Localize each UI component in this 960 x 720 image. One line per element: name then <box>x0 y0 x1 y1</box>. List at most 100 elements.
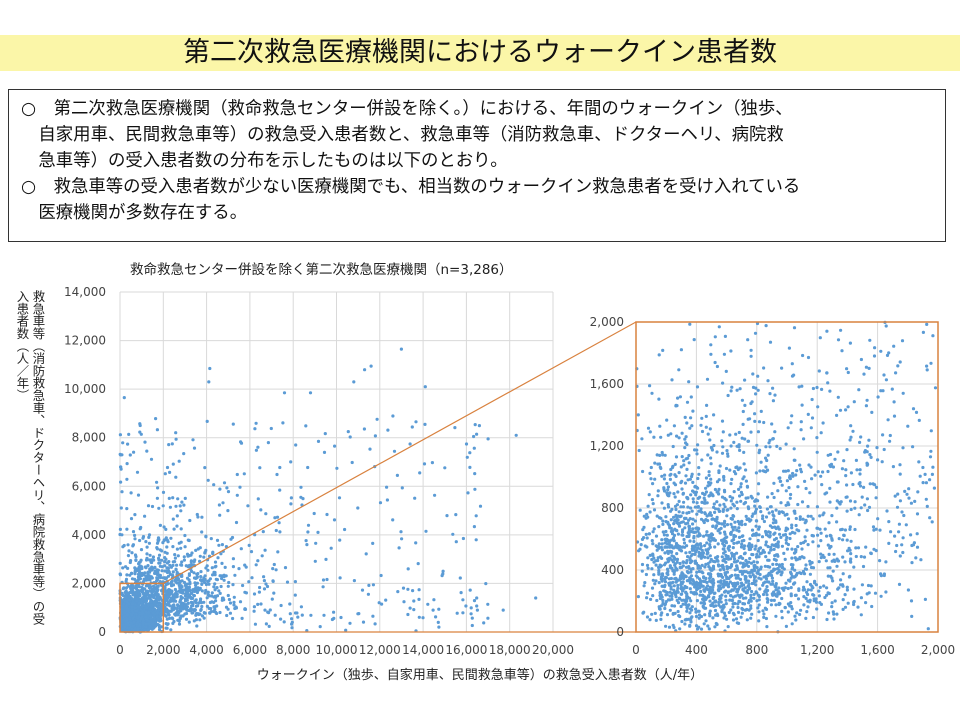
inset-data-point <box>792 551 797 555</box>
inset-data-point <box>846 405 850 409</box>
inset-data-point <box>662 533 667 537</box>
data-point <box>150 565 154 569</box>
data-point <box>118 573 123 577</box>
inset-data-point <box>728 580 732 584</box>
data-point <box>166 600 170 604</box>
inset-data-point <box>683 526 687 530</box>
inset-data-point <box>700 416 704 420</box>
inset-data-point <box>835 413 839 417</box>
inset-data-point <box>769 598 774 603</box>
inset-data-point <box>892 344 896 348</box>
inset-data-point <box>849 552 853 556</box>
inset-data-point <box>758 587 762 591</box>
inset-data-point <box>646 566 650 570</box>
inset-data-point <box>882 373 886 377</box>
inset-data-point <box>914 410 919 414</box>
inset-data-point <box>772 547 776 552</box>
inset-data-point <box>871 525 876 529</box>
data-point <box>155 496 159 500</box>
inset-data-point <box>819 431 823 435</box>
data-point <box>218 513 222 517</box>
inset-data-point <box>764 543 768 547</box>
inset-data-point <box>771 521 776 525</box>
inset-data-point <box>648 471 652 475</box>
inset-data-point <box>729 506 733 510</box>
data-point <box>244 591 248 595</box>
data-point <box>217 503 221 507</box>
data-point <box>470 616 474 620</box>
inset-data-point <box>674 513 678 517</box>
inset-data-point <box>725 570 730 574</box>
inset-data-point <box>808 572 813 576</box>
inset-data-point <box>656 494 660 498</box>
inset-data-point <box>705 403 709 407</box>
data-point <box>277 521 281 525</box>
data-point <box>250 576 254 580</box>
data-point <box>252 592 257 596</box>
inset-data-point <box>658 453 662 457</box>
inset-data-point <box>810 477 814 481</box>
data-point <box>173 612 177 616</box>
inset-data-point <box>761 514 765 518</box>
inset-data-point <box>772 514 776 518</box>
inset-data-point <box>830 537 834 541</box>
data-point <box>258 585 262 590</box>
inset-data-point <box>694 610 698 614</box>
inset-data-point <box>744 514 748 519</box>
inset-data-point <box>892 414 897 418</box>
inset-data-point <box>806 504 810 509</box>
data-point <box>126 591 130 595</box>
data-point <box>221 597 225 601</box>
data-point <box>158 548 162 552</box>
inset-data-point <box>930 520 934 524</box>
inset-data-point <box>809 426 813 430</box>
inset-data-point <box>805 528 809 532</box>
data-point <box>125 600 129 604</box>
data-point <box>180 614 184 618</box>
inset-data-point <box>739 545 744 549</box>
inset-data-point <box>695 570 699 574</box>
inset-data-point <box>784 469 788 473</box>
data-point <box>143 587 147 591</box>
inset-data-point <box>644 572 649 577</box>
inset-data-point <box>802 437 806 441</box>
inset-data-point <box>809 514 813 518</box>
inset-data-point <box>840 467 845 471</box>
data-point <box>166 609 170 613</box>
inset-data-point <box>666 572 670 577</box>
inset-data-point <box>660 450 664 455</box>
inset-data-point <box>728 495 732 499</box>
inset-data-point <box>841 538 845 542</box>
inset-data-point <box>835 520 839 524</box>
data-point <box>192 589 197 594</box>
inset-data-point <box>885 509 889 513</box>
data-point <box>146 592 150 596</box>
inset-data-point <box>832 552 836 556</box>
inset-data-point <box>737 430 741 435</box>
data-point <box>417 615 421 619</box>
inset-data-point <box>848 574 852 579</box>
inset-data-point <box>672 572 676 576</box>
data-point <box>361 620 366 624</box>
data-point <box>164 626 168 630</box>
data-point <box>466 491 470 495</box>
inset-data-point <box>852 565 856 569</box>
inset-data-point <box>665 613 670 617</box>
inset-data-point <box>806 412 810 416</box>
data-point <box>335 466 339 470</box>
inset-data-point <box>676 532 681 536</box>
data-point <box>210 566 214 570</box>
inset-data-point <box>845 367 849 371</box>
data-point <box>243 607 248 612</box>
inset-data-point <box>926 627 930 631</box>
inset-data-point <box>766 545 770 549</box>
data-point <box>134 584 138 588</box>
data-point <box>377 601 381 605</box>
data-point <box>234 606 238 610</box>
data-point <box>197 612 201 617</box>
data-point <box>337 496 342 500</box>
inset-data-point <box>765 507 770 511</box>
inset-data-point <box>683 516 687 521</box>
data-point <box>118 433 122 437</box>
inset-data-point <box>735 588 739 592</box>
